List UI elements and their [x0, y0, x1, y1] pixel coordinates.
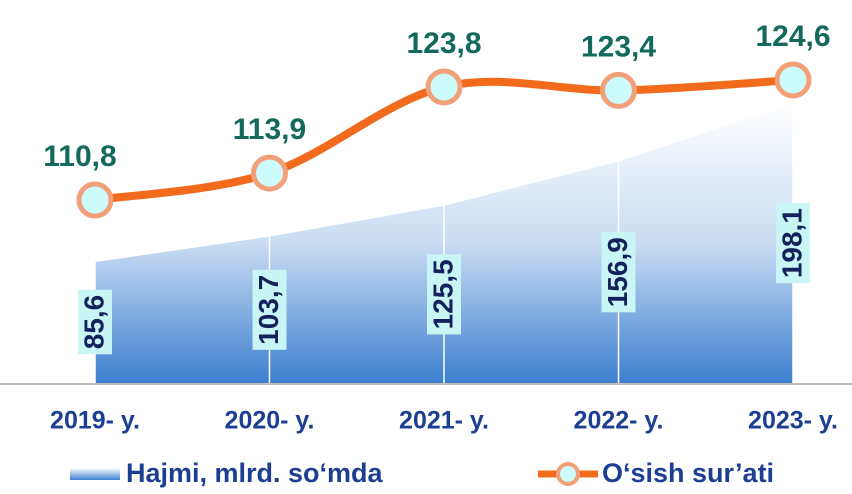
- legend-label: O‘sish sur’ati: [602, 458, 774, 488]
- line-marker: [251, 154, 288, 192]
- line-value-label: 124,6: [755, 20, 830, 53]
- value-label-group: 198,1: [776, 203, 810, 284]
- legend-swatch: [70, 468, 120, 480]
- value-label-group: 156,9: [601, 232, 636, 313]
- label-box: [601, 232, 636, 313]
- area-value-label: 156,9: [602, 237, 633, 307]
- x-tick-label: 2020- y.: [225, 407, 315, 435]
- legend-label: Hajmi, mlrd. so‘mda: [126, 458, 384, 488]
- value-label-group: 85,6: [78, 289, 112, 355]
- area-value-label: 125,5: [427, 259, 458, 329]
- value-label-group: 103,7: [252, 269, 287, 350]
- label-box: [78, 289, 112, 355]
- line-value-label: 110,8: [43, 140, 116, 173]
- x-tick-label: 2021- y.: [399, 407, 489, 435]
- label-box: [427, 254, 461, 335]
- label-box: [252, 269, 287, 350]
- x-tick-label: 2022- y.: [574, 407, 664, 435]
- label-box: [776, 203, 810, 284]
- x-tick-label: 2023- y.: [748, 407, 838, 435]
- line-value-label: 113,9: [233, 113, 306, 146]
- legend-marker: [556, 462, 580, 486]
- value-label-group: 125,5: [427, 254, 461, 335]
- area-value-label: 85,6: [78, 295, 109, 350]
- line-marker: [425, 68, 463, 106]
- x-tick-label: 2019- y.: [50, 407, 140, 435]
- line-value-label: 123,8: [406, 27, 481, 60]
- line-marker: [76, 181, 114, 219]
- line-value-label: 123,4: [581, 30, 656, 63]
- line-marker: [774, 61, 812, 99]
- area-value-label: 198,1: [776, 208, 807, 278]
- area-value-label: 103,7: [253, 275, 284, 345]
- line-marker: [600, 71, 637, 109]
